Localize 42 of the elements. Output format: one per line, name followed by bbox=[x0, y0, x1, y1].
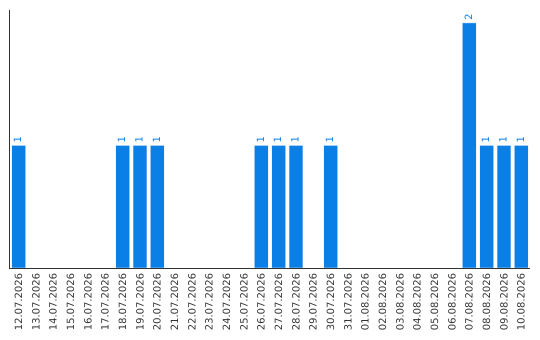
x-tick-label: 28.07.2026 bbox=[291, 273, 302, 330]
x-tick-label: 01.08.2026 bbox=[360, 273, 372, 330]
x-tick-label: 20.07.2026 bbox=[152, 273, 164, 330]
data-label: 1 bbox=[325, 136, 336, 142]
data-label: 1 bbox=[134, 136, 146, 142]
x-tick-label: 15.07.2026 bbox=[66, 273, 77, 330]
x-tick-label: 18.07.2026 bbox=[118, 273, 129, 330]
x-tick-label: 08.08.2026 bbox=[482, 273, 493, 330]
x-tick-label: 24.07.2026 bbox=[222, 273, 233, 330]
x-tick-label: 22.07.2026 bbox=[187, 273, 198, 330]
x-tick-label: 29.07.2026 bbox=[308, 273, 320, 330]
data-label: 1 bbox=[117, 136, 128, 142]
x-tick-label: 26.07.2026 bbox=[256, 273, 268, 330]
x-tick-label: 05.08.2026 bbox=[430, 273, 441, 330]
x-tick-label: 07.08.2026 bbox=[464, 273, 476, 330]
x-tick-label: 19.07.2026 bbox=[135, 273, 146, 330]
data-label: 1 bbox=[481, 136, 492, 142]
data-label: 1 bbox=[290, 136, 302, 142]
x-tick-label: 14.07.2026 bbox=[48, 273, 60, 330]
x-tick-label: 30.07.2026 bbox=[326, 273, 337, 330]
data-label: 1 bbox=[498, 136, 510, 142]
x-tick-label: 10.08.2026 bbox=[516, 273, 528, 330]
data-label: 1 bbox=[516, 136, 527, 142]
x-tick-label: 23.07.2026 bbox=[204, 273, 216, 330]
x-tick-label: 21.07.2026 bbox=[170, 273, 181, 330]
data-label: 1 bbox=[152, 136, 163, 142]
x-tick-label: 31.07.2026 bbox=[343, 273, 354, 330]
data-label: 1 bbox=[13, 136, 24, 142]
x-tick-label: 03.08.2026 bbox=[395, 273, 406, 330]
x-tick-label: 16.07.2026 bbox=[83, 273, 94, 330]
data-label: 2 bbox=[464, 14, 475, 20]
x-tick-label: 09.08.2026 bbox=[499, 273, 510, 330]
x-tick-label: 02.08.2026 bbox=[378, 273, 389, 330]
x-tick-label: 25.07.2026 bbox=[239, 273, 250, 330]
x-tick-label: 27.07.2026 bbox=[274, 273, 285, 330]
data-label: 1 bbox=[273, 136, 284, 142]
x-tick-label: 06.08.2026 bbox=[447, 273, 458, 330]
data-label: 1 bbox=[256, 136, 267, 142]
x-tick-label: 12.07.2026 bbox=[14, 273, 25, 330]
x-tick-label: 13.07.2026 bbox=[31, 273, 42, 330]
x-tick-label: 04.08.2026 bbox=[412, 273, 424, 330]
x-tick-label: 17.07.2026 bbox=[100, 273, 112, 330]
